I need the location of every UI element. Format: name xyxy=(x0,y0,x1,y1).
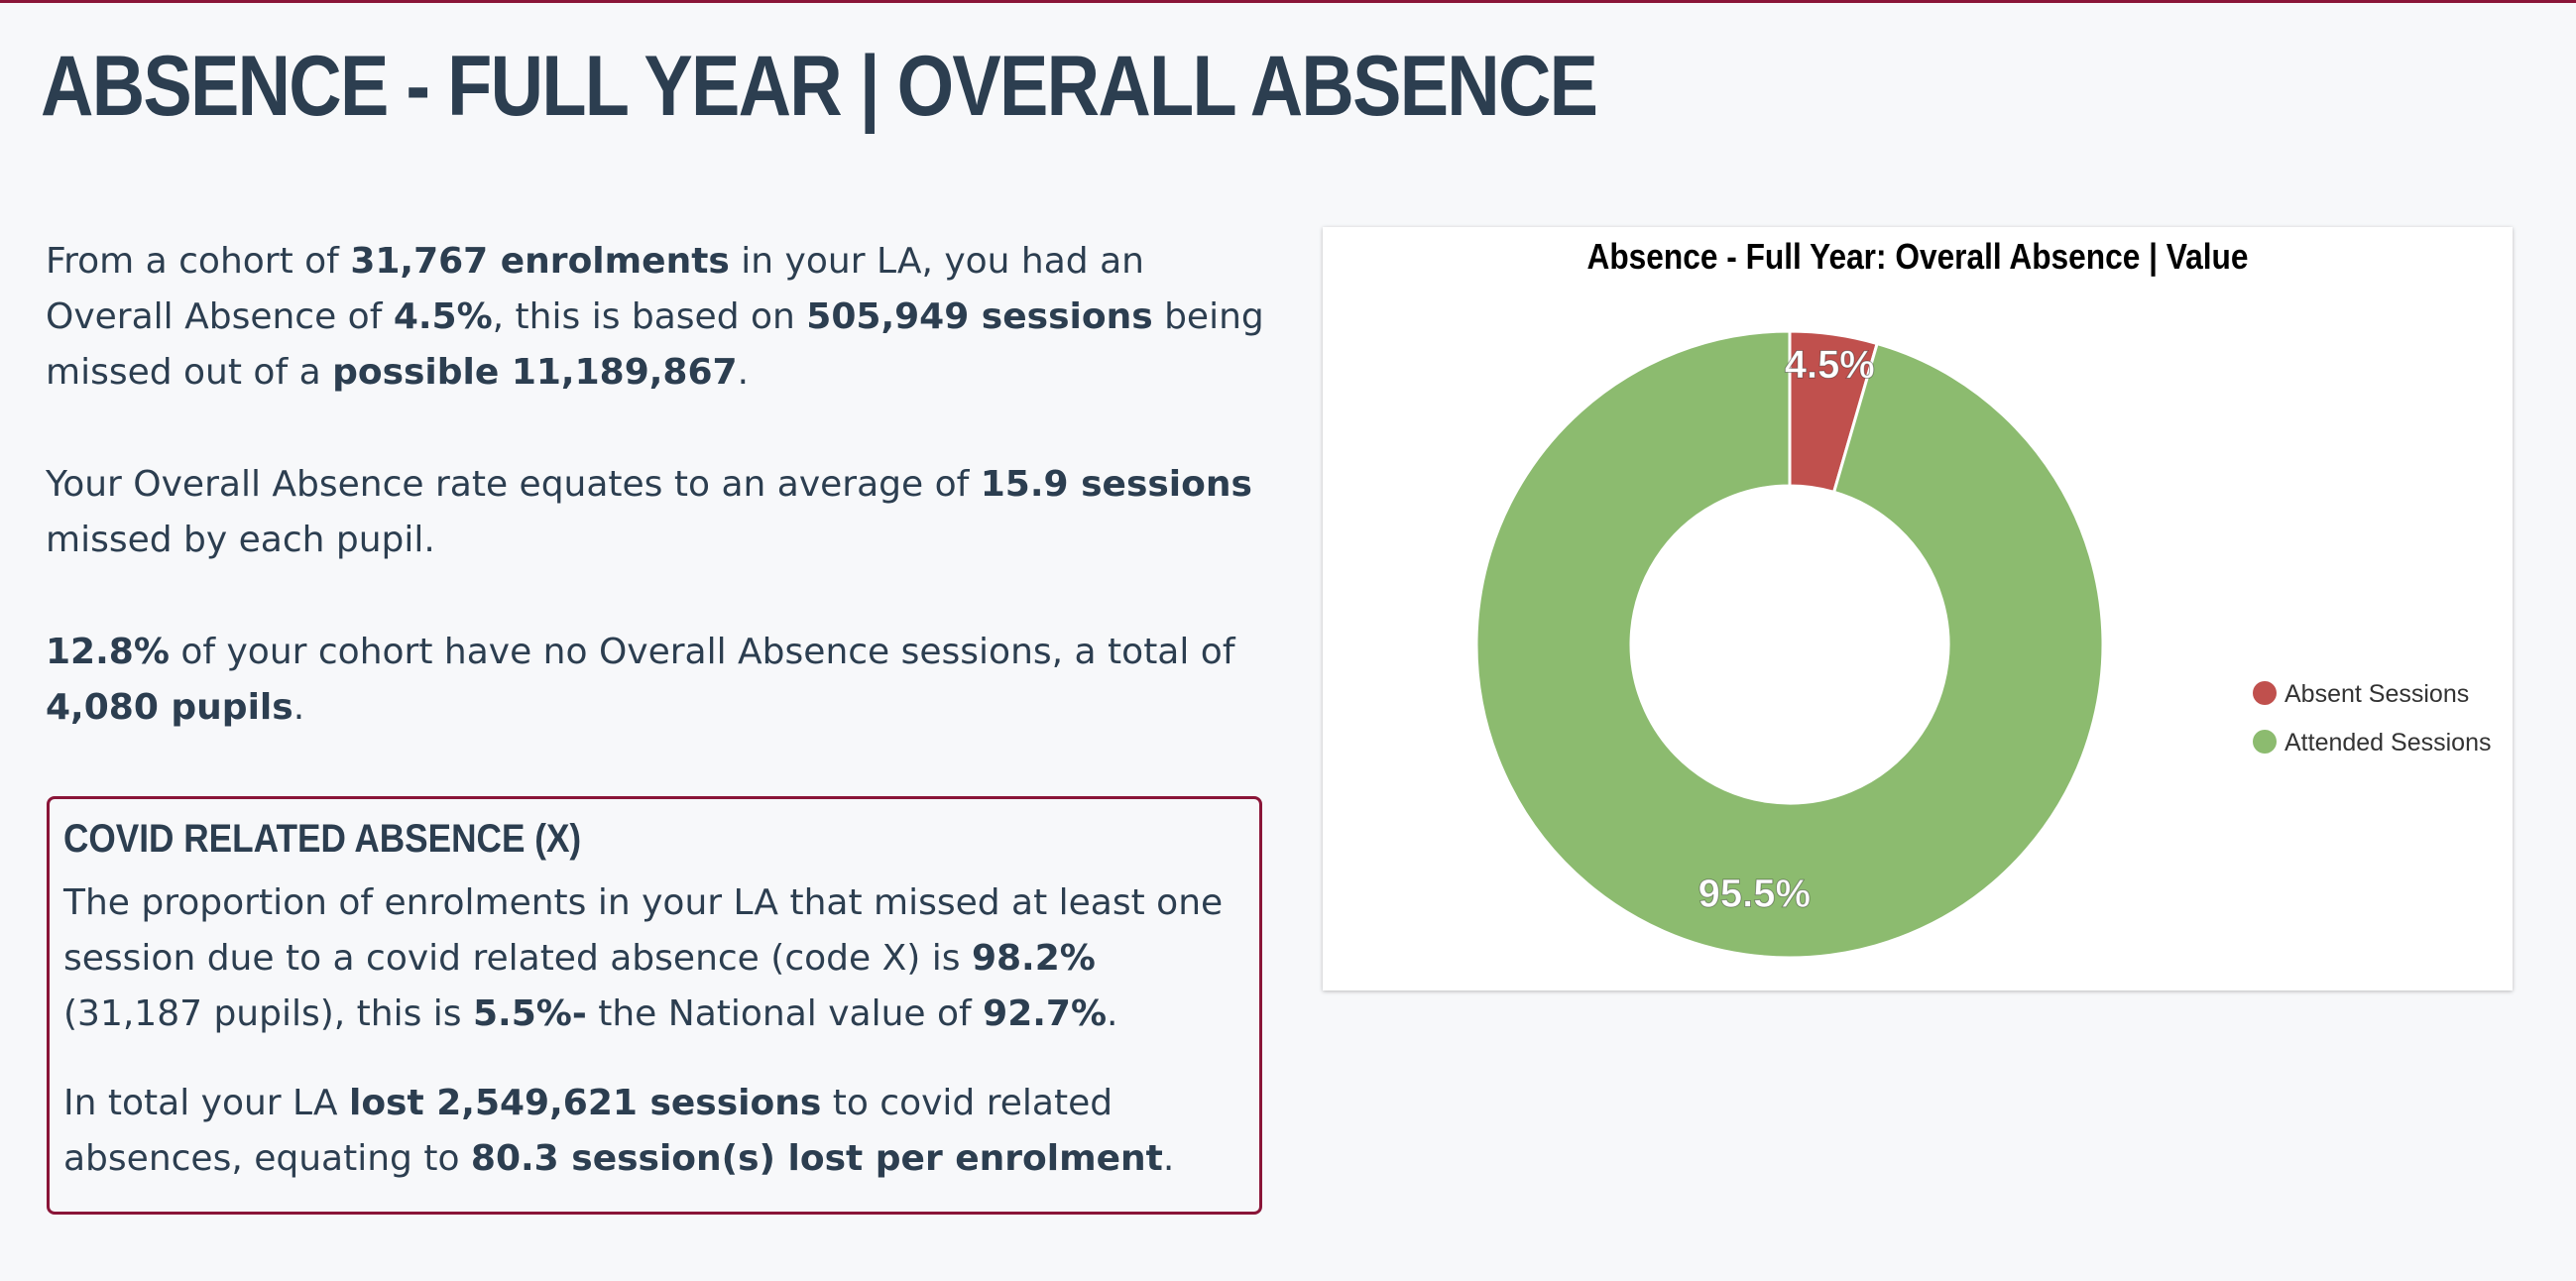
covid-absence-panel: COVID RELATED ABSENCE (X) The proportion… xyxy=(47,796,1262,1215)
covid-text-run: . xyxy=(1162,1138,1175,1179)
covid-sessions-lost-paragraph: In total your LA lost 2,549,621 sessions… xyxy=(63,1076,1245,1187)
chart-title: Absence - Full Year: Overall Absence | V… xyxy=(1586,237,2248,277)
absence-donut-chart: Absence - Full Year: Overall Absence | V… xyxy=(1474,237,2491,960)
summary-cohort-paragraph: From a cohort of 31,767 enrolments in yo… xyxy=(46,234,1275,401)
legend-swatch xyxy=(2253,681,2277,705)
summary-text-run: missed by each pupil. xyxy=(46,520,435,560)
summary-text-run: . xyxy=(293,687,305,728)
donut-slice-label: 95.5% xyxy=(1698,872,1811,915)
covid-text-run: to covid related absences, equating to xyxy=(63,1083,1113,1179)
absence-chart-card: Absence - Full Year: Overall Absence | V… xyxy=(1323,227,2513,990)
summary-text-run: From a cohort of xyxy=(46,241,351,282)
summary-text-run: Your Overall Absence rate equates to an … xyxy=(46,464,981,505)
top-accent-rule xyxy=(0,0,2576,3)
average-sessions-value: 15.9 sessions xyxy=(980,464,1252,505)
page-title: ABSENCE - FULL YEAR | OVERALL ABSENCE xyxy=(41,39,1598,134)
summary-text-run: . xyxy=(737,352,750,393)
overall-absence-value: 4.5% xyxy=(393,296,493,337)
covid-difference-value: 5.5%- xyxy=(473,993,587,1034)
summary-text-run: of your cohort have no Overall Absence s… xyxy=(169,632,1235,672)
chart-legend: Absent Sessions Attended Sessions xyxy=(2253,680,2491,757)
covid-sessions-lost-value: lost 2,549,621 sessions xyxy=(348,1083,822,1123)
summary-text-run: being missed out of a xyxy=(46,296,1264,393)
legend-swatch xyxy=(2253,730,2277,754)
summary-text: From a cohort of 31,767 enrolments in yo… xyxy=(46,234,1275,792)
donut-slice-attended-sessions[interactable] xyxy=(1474,329,2105,960)
covid-panel-title: COVID RELATED ABSENCE (X) xyxy=(63,817,582,861)
summary-text-run: , this is based on xyxy=(492,296,807,337)
covid-text-run: In total your LA xyxy=(63,1083,349,1123)
covid-text-run: . xyxy=(1107,993,1118,1034)
possible-sessions-value: possible 11,189,867 xyxy=(332,352,738,393)
no-absence-percent-value: 12.8% xyxy=(46,632,170,672)
donut-slice-label: 4.5% xyxy=(1785,343,1875,387)
enrolments-value: 31,767 enrolments xyxy=(350,241,730,282)
legend-item-label[interactable]: Absent Sessions xyxy=(2284,680,2469,708)
donut-slice-labels: 4.5% 95.5% xyxy=(1698,342,1875,916)
no-absence-pupils-value: 4,080 pupils xyxy=(46,687,293,728)
covid-proportion-paragraph: The proportion of enrolments in your LA … xyxy=(63,875,1245,1042)
sessions-missed-value: 505,949 sessions xyxy=(806,296,1153,337)
covid-text-run: the National value of xyxy=(586,993,984,1034)
summary-text-run: in your LA, you had an Overall Absence o… xyxy=(46,241,1144,337)
covid-text-run: (31,187 pupils), this is xyxy=(63,993,473,1034)
covid-national-value: 92.7% xyxy=(983,993,1108,1034)
covid-proportion-value: 98.2% xyxy=(971,938,1096,979)
donut-slices xyxy=(1474,329,2105,960)
summary-average-paragraph: Your Overall Absence rate equates to an … xyxy=(46,457,1275,568)
covid-text-run: The proportion of enrolments in your LA … xyxy=(63,882,1224,979)
summary-no-absence-paragraph: 12.8% of your cohort have no Overall Abs… xyxy=(46,625,1275,736)
covid-lost-per-enrolment-value: 80.3 session(s) lost per enrolment xyxy=(470,1138,1163,1179)
legend-item-label[interactable]: Attended Sessions xyxy=(2284,729,2491,757)
